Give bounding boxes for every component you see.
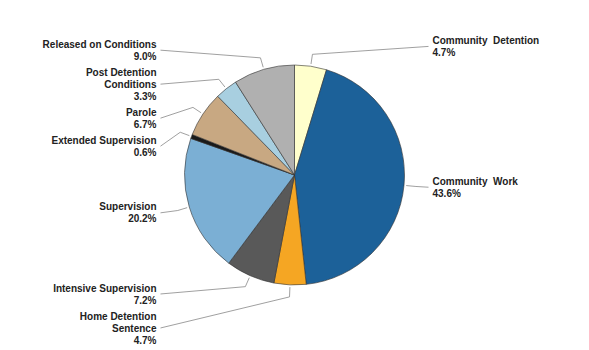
pie-slice <box>236 65 295 175</box>
slice-label-line: Parole <box>126 107 157 118</box>
leader-line <box>161 287 290 328</box>
slice-label: Home DetentionSentence <box>80 311 157 334</box>
leader-line <box>406 186 428 188</box>
data-label: 6.7% <box>134 119 157 130</box>
slice-label: Community Work <box>433 176 519 187</box>
slice-label: Post DetentionConditions <box>86 67 157 90</box>
pie-slice <box>295 70 405 285</box>
data-label: 4.7% <box>134 335 157 346</box>
data-label: 20.2% <box>128 213 156 224</box>
slice-label-line: Post Detention <box>86 67 157 78</box>
data-label: 4.7% <box>433 47 456 58</box>
leader-line <box>161 79 225 87</box>
pie <box>185 65 405 285</box>
slice-label: Intensive Supervision <box>53 283 156 294</box>
slice-label: Parole <box>126 107 157 118</box>
slice-label-line: Conditions <box>104 79 157 90</box>
data-label: 9.0% <box>134 51 157 62</box>
slice-label-line: Sentence <box>112 323 157 334</box>
data-label: 3.3% <box>134 91 157 102</box>
chart: Community Detention4.7%Community Work43.… <box>0 0 589 350</box>
slice-label-line: Extended Supervision <box>51 135 156 146</box>
slice-label: Community Detention <box>433 35 540 46</box>
slice-label-line: Released on Conditions <box>43 39 157 50</box>
slice-label: Released on Conditions <box>43 39 157 50</box>
slice-label-line: Community Detention <box>433 35 540 46</box>
slice-label-line: Supervision <box>99 201 156 212</box>
labels: Community Detention4.7%Community Work43.… <box>43 35 540 346</box>
leader-line <box>161 50 264 67</box>
slice-label: Extended Supervision <box>51 135 156 146</box>
data-label: 43.6% <box>433 188 461 199</box>
leader-lines <box>161 46 429 328</box>
slice-label-line: Intensive Supervision <box>53 283 156 294</box>
leader-line <box>161 208 188 213</box>
leader-line <box>161 278 250 294</box>
leader-line <box>161 107 202 118</box>
slice-label-line: Home Detention <box>80 311 157 322</box>
slice-label-line: Community Work <box>433 176 519 187</box>
slice-label: Supervision <box>99 201 156 212</box>
data-label: 0.6% <box>134 147 157 158</box>
leader-line <box>311 46 428 64</box>
leader-line <box>161 132 190 146</box>
data-label: 7.2% <box>134 295 157 306</box>
